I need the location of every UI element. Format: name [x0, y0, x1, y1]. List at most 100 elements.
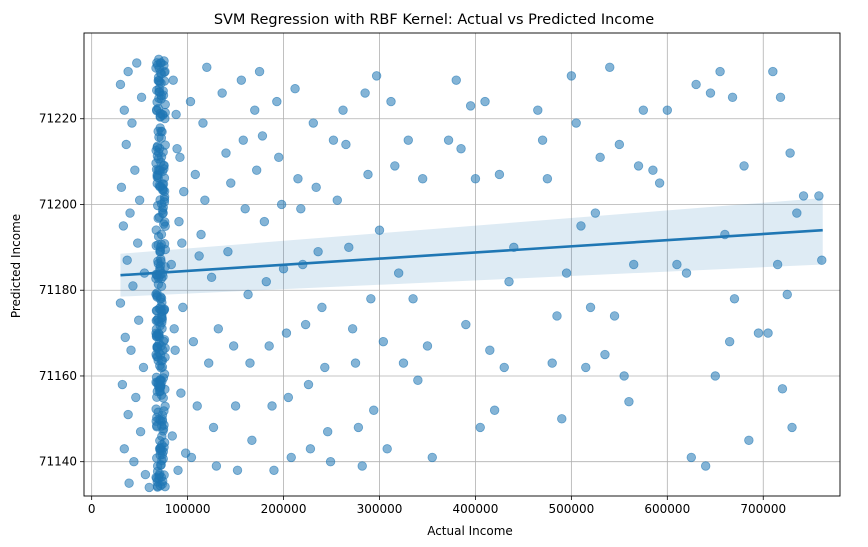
data-point	[444, 136, 453, 145]
y-tick-label: 71180	[39, 283, 77, 297]
x-tick-label: 100000	[165, 502, 211, 516]
data-point	[725, 337, 734, 346]
data-point	[581, 363, 590, 372]
data-point	[268, 402, 277, 411]
data-point	[161, 482, 170, 491]
data-point	[294, 174, 303, 183]
x-tick-label: 300000	[357, 502, 403, 516]
data-point	[329, 136, 338, 145]
data-point	[139, 363, 148, 372]
data-point	[170, 325, 179, 334]
data-point	[372, 72, 381, 81]
data-point	[740, 162, 749, 171]
data-point	[172, 110, 181, 119]
data-point	[364, 170, 373, 179]
x-tick-label: 200000	[261, 502, 307, 516]
data-point	[160, 198, 169, 207]
data-point	[605, 63, 614, 72]
data-point	[157, 230, 166, 239]
data-point	[711, 372, 720, 381]
data-point	[273, 97, 282, 106]
data-point	[291, 84, 300, 93]
data-point	[155, 348, 164, 357]
x-axis-label: Actual Income	[427, 524, 513, 538]
y-tick-label: 71220	[39, 112, 77, 126]
data-point	[301, 320, 310, 329]
confidence-band	[120, 198, 822, 297]
data-point	[160, 443, 169, 452]
plot-area	[84, 33, 840, 496]
data-point	[177, 389, 186, 398]
data-point	[255, 67, 264, 76]
data-point	[197, 230, 206, 239]
data-point	[287, 453, 296, 462]
data-point	[260, 217, 269, 226]
data-point	[152, 241, 161, 250]
data-point	[274, 153, 283, 162]
data-point	[258, 132, 267, 141]
data-point	[481, 97, 490, 106]
data-point	[203, 63, 212, 72]
data-point	[159, 111, 168, 120]
data-point	[120, 106, 129, 115]
data-point	[706, 89, 715, 98]
data-point	[471, 174, 480, 183]
data-point	[282, 329, 291, 338]
data-point	[154, 408, 163, 417]
data-point	[452, 76, 461, 85]
data-point	[231, 402, 240, 411]
data-point	[634, 162, 643, 171]
data-point	[428, 453, 437, 462]
data-point	[572, 119, 581, 128]
data-point	[423, 342, 432, 351]
data-point	[154, 173, 163, 182]
data-point	[132, 393, 141, 402]
data-point	[500, 363, 509, 372]
y-axis: 71140 71160 71180 71200 71220	[39, 112, 84, 469]
data-point	[131, 166, 140, 175]
data-point	[284, 393, 293, 402]
data-point	[383, 445, 392, 454]
data-point	[189, 337, 198, 346]
data-point	[323, 427, 332, 436]
y-tick-label: 71140	[39, 455, 77, 469]
x-tick-label: 700000	[740, 502, 786, 516]
data-point	[649, 166, 658, 175]
data-point	[769, 67, 778, 76]
data-point	[126, 209, 135, 218]
data-point	[538, 136, 547, 145]
data-point	[252, 166, 261, 175]
data-point	[117, 183, 126, 192]
data-point	[155, 181, 164, 190]
y-tick-label: 71200	[39, 197, 77, 211]
data-point	[312, 183, 321, 192]
data-point	[476, 423, 485, 432]
data-point	[543, 174, 552, 183]
data-point	[179, 187, 188, 196]
data-point	[132, 59, 141, 68]
data-point	[179, 303, 188, 312]
data-point	[141, 470, 150, 479]
data-point	[152, 64, 161, 73]
data-point	[339, 106, 348, 115]
data-point	[553, 312, 562, 321]
data-point	[265, 342, 274, 351]
data-point	[776, 93, 785, 102]
data-point	[157, 356, 166, 365]
data-point	[466, 102, 475, 111]
data-point	[193, 402, 202, 411]
data-point	[237, 76, 246, 85]
data-point	[567, 72, 576, 81]
data-point	[201, 196, 210, 205]
data-point	[414, 376, 423, 385]
data-point	[161, 100, 170, 109]
data-point	[615, 140, 624, 149]
data-point	[116, 299, 125, 308]
data-point	[191, 170, 200, 179]
data-point	[155, 88, 164, 97]
data-point	[122, 140, 131, 149]
data-point	[361, 89, 370, 98]
data-point	[250, 106, 259, 115]
x-tick-label: 500000	[548, 502, 594, 516]
data-point	[687, 453, 696, 462]
